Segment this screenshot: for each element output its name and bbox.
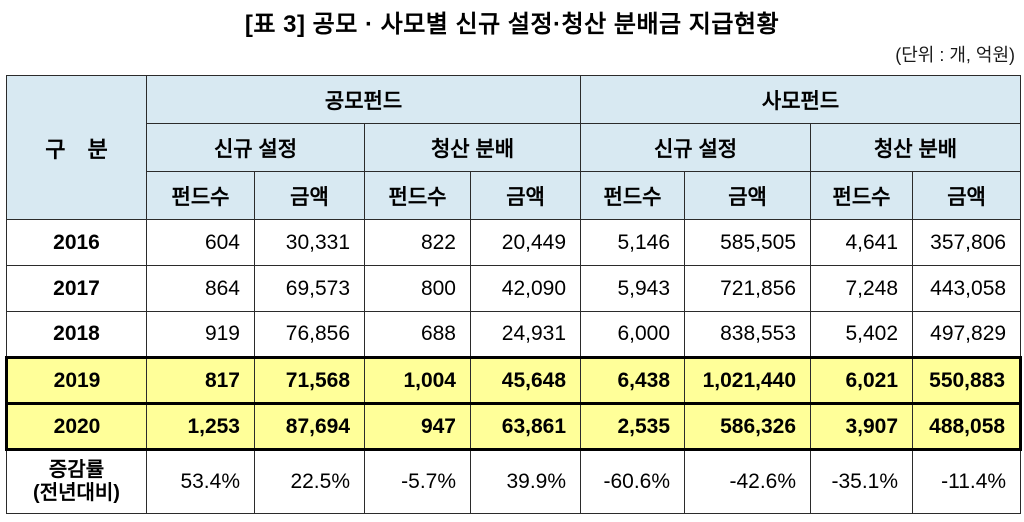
group-header-public: 공모펀드 xyxy=(145,75,582,124)
table-cell: -11.4% xyxy=(912,449,1022,514)
sub-header: 신규 설정 xyxy=(146,123,365,172)
table-row: 증감률 (전년대비) 53.4% 22.5% -5.7% 39.9% -60.6… xyxy=(6,449,1022,514)
table-row-highlighted: 2019 817 71,568 1,004 45,648 6,438 1,021… xyxy=(5,356,1023,405)
table-cell: 5,943 xyxy=(580,265,686,312)
table-cell: 919 xyxy=(146,311,255,358)
table-cell: 7,248 xyxy=(810,265,914,312)
table-cell: 69,573 xyxy=(254,265,365,312)
column-header: 금액 xyxy=(684,171,812,220)
table-cell: 45,648 xyxy=(469,356,582,405)
group-header-private: 사모펀드 xyxy=(580,75,1022,124)
table-columns-row: 펀드수 금액 펀드수 금액 펀드수 금액 펀드수 금액 xyxy=(7,171,1022,220)
table-cell: 71,568 xyxy=(254,356,365,405)
column-header: 펀드수 xyxy=(580,171,686,220)
column-header: 펀드수 xyxy=(146,171,255,220)
table-cell: 947 xyxy=(364,402,471,451)
table-cell: 586,326 xyxy=(684,402,812,451)
page-title: [표 3] 공모 · 사모별 신규 설정·청산 분배금 지급현황 xyxy=(244,11,780,38)
sub-header: 청산 분배 xyxy=(810,123,1022,172)
table-cell: 4,641 xyxy=(810,219,914,266)
data-table: 구 분 공모펀드 사모펀드 신규 설정 청산 분배 신규 설정 청산 분배 펀드… xyxy=(5,75,1023,514)
table-cell: 42,090 xyxy=(469,265,582,312)
table-cell: 585,505 xyxy=(684,219,812,266)
table-cell: 488,058 xyxy=(912,402,1023,451)
table-cell: 39.9% xyxy=(469,449,582,514)
table-subheader-row: 신규 설정 청산 분배 신규 설정 청산 분배 xyxy=(7,123,1022,172)
row-label: 증감률 (전년대비) xyxy=(6,449,147,514)
row-label: 2018 xyxy=(6,311,147,358)
table-cell: 53.4% xyxy=(146,449,255,514)
table-cell: 22.5% xyxy=(254,449,365,514)
table-cell: 817 xyxy=(146,356,255,405)
table-cell: -42.6% xyxy=(684,449,812,514)
table-cell: 20,449 xyxy=(469,219,582,266)
table-cell: 6,021 xyxy=(810,356,914,405)
table-cell: 3,907 xyxy=(810,402,914,451)
table-cell: 443,058 xyxy=(912,265,1022,312)
table-cell: 76,856 xyxy=(254,311,365,358)
unit-note: (단위 : 개, 억원) xyxy=(895,45,1015,65)
table-cell: -35.1% xyxy=(810,449,914,514)
table-cell: 357,806 xyxy=(912,219,1022,266)
table-cell: 6,000 xyxy=(580,311,686,358)
table-cell: 1,004 xyxy=(364,356,471,405)
table-header-row: 구 분 공모펀드 사모펀드 xyxy=(6,75,1022,220)
table-row-highlighted: 2020 1,253 87,694 947 63,861 2,535 586,3… xyxy=(5,402,1023,451)
table-cell: 24,931 xyxy=(469,311,582,358)
row-label: 2016 xyxy=(6,219,147,266)
table-cell: 604 xyxy=(146,219,255,266)
table-cell: 1,021,440 xyxy=(684,356,812,405)
column-header: 펀드수 xyxy=(364,171,471,220)
table-cell: 838,553 xyxy=(684,311,812,358)
table-cell: 550,883 xyxy=(912,356,1023,405)
table-cell: 30,331 xyxy=(254,219,365,266)
table-cell: -5.7% xyxy=(364,449,471,514)
column-header: 금액 xyxy=(912,171,1022,220)
table-cell: 688 xyxy=(364,311,471,358)
sub-header: 신규 설정 xyxy=(580,123,812,172)
table-cell: 822 xyxy=(364,219,471,266)
table-cell: 2,535 xyxy=(580,402,686,451)
table-cell: 1,253 xyxy=(146,402,255,451)
sub-header: 청산 분배 xyxy=(363,123,582,172)
corner-header: 구 분 xyxy=(6,75,147,220)
column-header: 금액 xyxy=(469,171,582,220)
column-header: 금액 xyxy=(254,171,365,220)
table-cell: 497,829 xyxy=(912,311,1022,358)
column-header: 펀드수 xyxy=(810,171,914,220)
table-cell: 864 xyxy=(146,265,255,312)
table-cell: 6,438 xyxy=(580,356,686,405)
table-cell: 721,856 xyxy=(684,265,812,312)
table-cell: 800 xyxy=(364,265,471,312)
table-cell: -60.6% xyxy=(580,449,686,514)
table-cell: 87,694 xyxy=(254,402,365,451)
table-row: 2017 864 69,573 800 42,090 5,943 721,856… xyxy=(6,265,1022,312)
table-row: 2018 919 76,856 688 24,931 6,000 838,553… xyxy=(6,311,1022,358)
table-cell: 5,146 xyxy=(580,219,686,266)
table-cell: 63,861 xyxy=(469,402,582,451)
table-row: 2016 604 30,331 822 20,449 5,146 585,505… xyxy=(6,219,1022,266)
row-label: 2017 xyxy=(6,265,147,312)
row-label: 2019 xyxy=(5,356,147,405)
row-label: 2020 xyxy=(5,402,147,451)
table-cell: 5,402 xyxy=(810,311,914,358)
